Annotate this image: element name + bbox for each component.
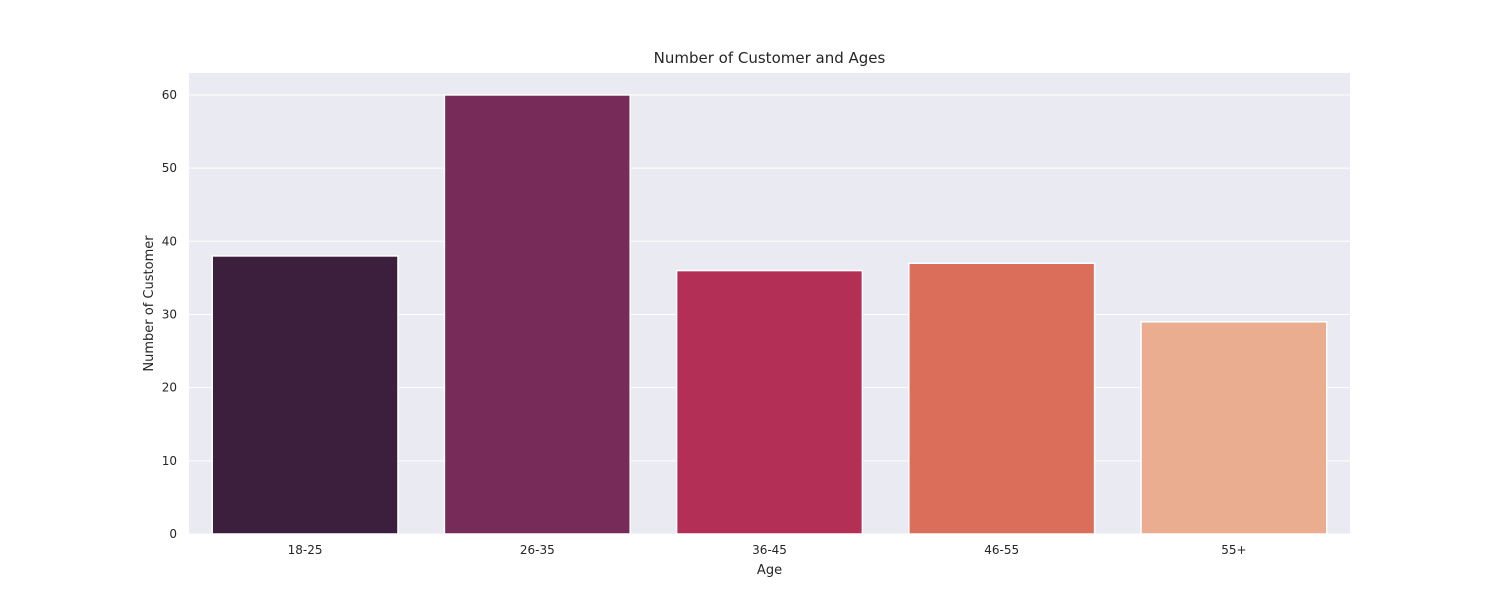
bar-26-35	[443, 94, 631, 535]
y-tick-label: 0	[169, 527, 177, 541]
y-tick-label: 60	[162, 88, 177, 102]
y-tick-label: 10	[162, 454, 177, 468]
x-tick-label: 26-35	[520, 543, 555, 557]
y-tick-label: 50	[162, 161, 177, 175]
x-tick-label: 46-55	[984, 543, 1019, 557]
x-axis-label: Age	[757, 563, 782, 578]
y-tick-label: 40	[162, 234, 177, 248]
chart-title: Number of Customer and Ages	[654, 49, 886, 67]
x-axis-ticks: 18-25 26-35 36-45 46-55 55+	[288, 543, 1247, 557]
bar-36-45	[675, 269, 864, 535]
y-tick-label: 20	[162, 381, 177, 395]
x-tick-label: 55+	[1221, 543, 1246, 557]
y-tick-label: 30	[162, 307, 177, 321]
y-axis-label: Number of Customer	[142, 235, 157, 372]
bars	[211, 94, 1328, 535]
y-axis-ticks: 0 10 20 30 40 50 60	[162, 88, 177, 541]
bar-55+	[1140, 321, 1328, 535]
bar-46-55	[908, 262, 1096, 535]
x-tick-label: 18-25	[288, 543, 323, 557]
x-tick-label: 36-45	[752, 543, 787, 557]
bar-18-25	[211, 255, 399, 535]
